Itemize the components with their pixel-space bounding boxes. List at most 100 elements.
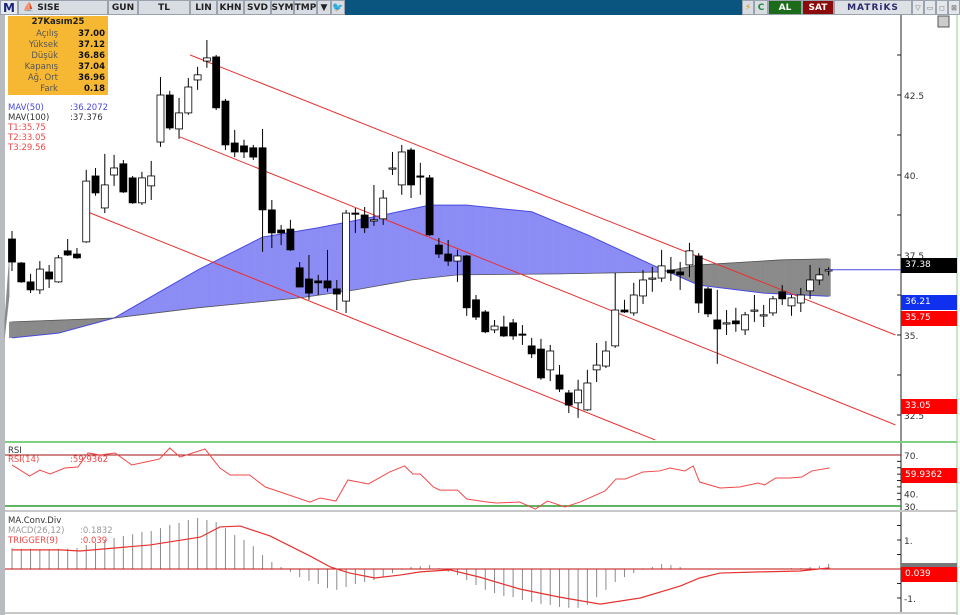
target-2: T2:33.05	[8, 133, 46, 143]
price-tick-label: 35.	[904, 332, 918, 342]
candle	[815, 267, 824, 286]
candle	[26, 273, 35, 294]
candle	[685, 242, 694, 278]
candle	[759, 304, 768, 327]
mav-band-segment	[245, 242, 251, 304]
candle	[379, 190, 388, 225]
mav-band-segment	[180, 276, 186, 311]
macd-value-marker	[901, 563, 957, 567]
candle	[713, 289, 722, 364]
mav-band-segment	[477, 206, 483, 275]
candle	[425, 175, 434, 236]
menu-icon[interactable]: ▽	[912, 0, 924, 15]
candle	[314, 274, 323, 295]
candle-body	[119, 163, 128, 193]
candle-body	[537, 348, 545, 379]
trend-line	[87, 211, 656, 441]
mav-band-segment	[449, 204, 455, 276]
sell-button[interactable]: SAT	[802, 0, 834, 15]
candle	[750, 295, 759, 322]
candle	[741, 311, 750, 335]
candle-body	[472, 299, 480, 318]
candle-body	[221, 100, 230, 146]
candle-body	[277, 229, 286, 234]
t2-price-label: 33.05	[901, 399, 957, 414]
candle-body	[388, 167, 397, 170]
mav-band-segment	[482, 206, 488, 275]
dropdown-icon[interactable]: ▼	[317, 0, 331, 15]
symbol-label: SISE	[37, 2, 60, 13]
candle	[462, 255, 471, 316]
mav100-value: :37.376	[70, 113, 103, 123]
candle-body	[685, 250, 694, 266]
candle-body	[286, 228, 295, 251]
period-button[interactable]: GUN	[108, 0, 138, 15]
mav-band-segment	[171, 281, 177, 312]
candle	[527, 337, 536, 359]
candle	[629, 282, 638, 316]
restore-icon[interactable]: ◻	[936, 0, 948, 15]
minimize-icon[interactable]: ▭	[924, 0, 936, 15]
mav100-line	[11, 258, 829, 323]
sym-button[interactable]: SYM	[271, 0, 294, 15]
maximize-panel-button[interactable]	[937, 15, 950, 28]
info-label: Düşük	[31, 51, 58, 61]
candle	[202, 39, 211, 68]
mav-band-segment	[176, 279, 182, 311]
khn-button[interactable]: KHN	[217, 0, 244, 15]
mav-band-segment	[714, 263, 720, 288]
template-button[interactable]: TMP	[294, 0, 317, 15]
close-icon[interactable]: ⊠	[948, 0, 960, 15]
info-row: Kapanış 37.04	[8, 62, 108, 73]
left-border	[0, 15, 5, 615]
mav-band-segment	[783, 259, 789, 295]
candle-body	[602, 350, 610, 367]
scale-button[interactable]: LIN	[190, 0, 217, 15]
mav-band-segment	[825, 258, 831, 297]
mav50-price-label: 36.21	[901, 295, 957, 310]
symbol-selector[interactable]: ⛵ SISE	[18, 0, 108, 15]
candle	[360, 207, 369, 233]
candle	[592, 343, 601, 383]
ohlc-info-box: 27Kasım25 Açılış 37.00 Yüksek 37.12 Düşük 36.…	[8, 16, 108, 95]
candle-body	[741, 314, 750, 331]
candle	[407, 147, 415, 199]
info-label: Ağ. Ort	[27, 73, 58, 83]
candle	[258, 128, 267, 252]
buy-button[interactable]: AL	[768, 0, 802, 15]
candle-body	[592, 364, 601, 371]
candle	[221, 98, 230, 151]
matriks-logo: M	[0, 0, 18, 15]
info-value: 37.12	[78, 40, 105, 50]
svd-button[interactable]: SVD	[244, 0, 271, 15]
mav-band-segment	[273, 234, 279, 301]
price-tick-label: 37.5	[904, 252, 924, 262]
mav-band-segment	[742, 261, 748, 292]
mav-band-segment	[231, 249, 237, 305]
candle	[778, 285, 787, 305]
candle-body	[240, 145, 248, 153]
currency-button[interactable]: TL	[138, 0, 190, 15]
refresh-button[interactable]: C	[754, 0, 768, 15]
mav-band-segment	[705, 264, 711, 287]
mav-band-segment	[551, 219, 557, 275]
flash-icon[interactable]: ⚡	[742, 0, 754, 15]
mav-band-segment	[208, 261, 214, 307]
candle	[138, 171, 146, 206]
candle	[8, 231, 16, 271]
candle-body	[73, 253, 81, 259]
candle	[165, 90, 174, 130]
mav-band-segment	[769, 260, 776, 294]
mav-band-segment	[621, 250, 627, 273]
macd-title: MA.Conv.Div	[8, 516, 62, 526]
mav-band-segment	[756, 260, 762, 293]
twitter-icon[interactable]: 🐦	[331, 0, 345, 15]
brand-label: MATRiKS	[834, 0, 912, 15]
info-value: 37.00	[78, 29, 105, 39]
candle	[518, 325, 527, 345]
candle	[175, 97, 183, 139]
candle-body	[425, 177, 434, 236]
mav-band-segment	[547, 218, 553, 275]
mav-band-segment	[185, 273, 191, 310]
